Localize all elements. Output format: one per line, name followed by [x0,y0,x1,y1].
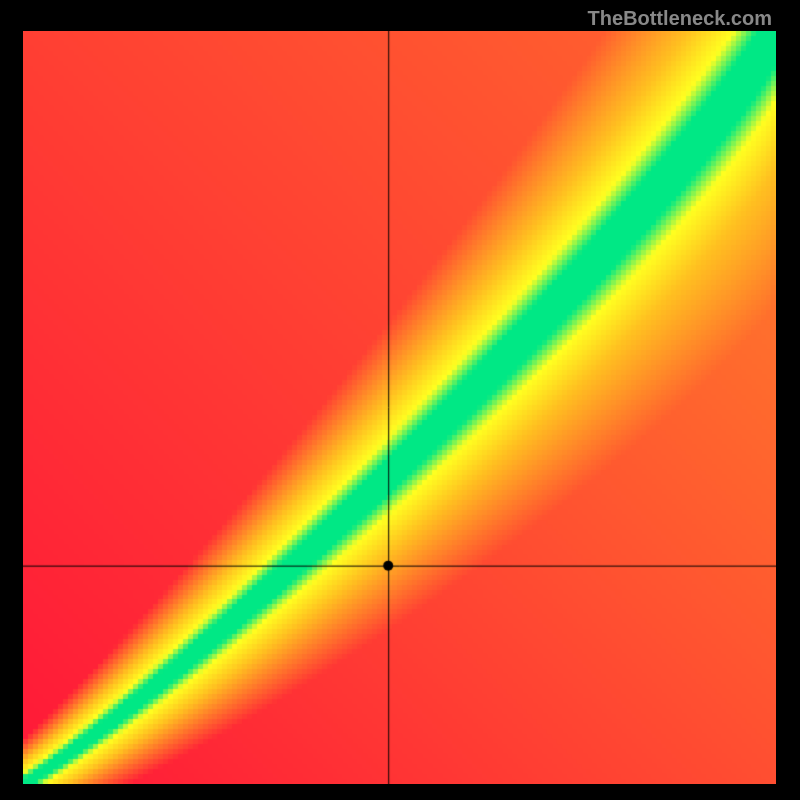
chart-container: TheBottleneck.com [0,0,800,800]
watermark-text: TheBottleneck.com [588,8,772,31]
bottleneck-heatmap [23,31,776,784]
